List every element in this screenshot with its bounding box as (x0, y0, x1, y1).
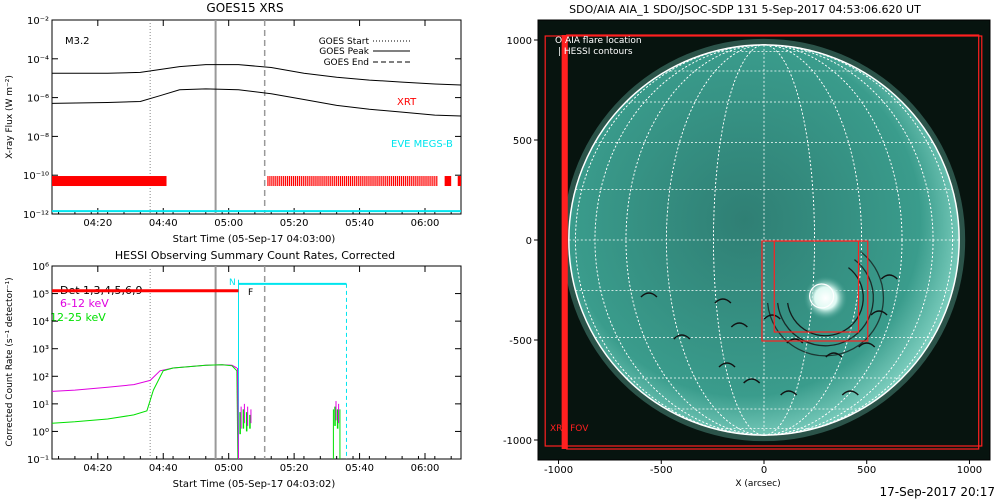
goes-eve-label: EVE MEGS-B (391, 139, 453, 150)
goes-series-long (52, 64, 462, 86)
goes-xrt-bar (52, 176, 167, 187)
hessi-legend-6-12: 6-12 keV (60, 297, 109, 310)
aia-xrt-fov-label: XRT FOV (550, 424, 589, 434)
hessi-panel-xtick-label: 05:00 (214, 463, 243, 474)
aia-solar-disk (568, 44, 960, 436)
aia-xtick-label: 0 (761, 465, 767, 476)
aia-hessi-contour (776, 259, 874, 347)
hessi-xlabel: Start Time (05-Sep-17 04:03:02) (173, 479, 336, 490)
goes-panel-xtick-label: 05:40 (345, 218, 374, 229)
goes-flare-class: M3.2 (65, 36, 90, 47)
aia-clipped-group (562, 38, 966, 442)
aia-hessi-contour (786, 267, 864, 337)
aia-legend-hessi: | HESSI contours (558, 47, 633, 57)
aia-hessi-contour-fragment (640, 292, 658, 298)
hessi-panel-frame (51, 265, 462, 460)
goes-panel-ytick-label: 10⁻² (27, 16, 49, 27)
aia-fov-box (773, 240, 860, 333)
goes-panel-ytick-label: 10⁻¹⁰ (23, 171, 49, 182)
goes-panel-xtick-label: 05:20 (280, 218, 309, 229)
hessi-series-12-25-keV (51, 364, 238, 424)
goes-panel-xtick-label: 05:00 (214, 218, 243, 229)
goes-panel-xtick-label: 04:20 (83, 218, 112, 229)
goes-legend-peak: GOES Peak (319, 47, 369, 57)
aia-hessi-contour-fragment (858, 342, 876, 348)
goes-xrt-label: XRT (397, 97, 417, 108)
aia-hessi-contour-fragment (714, 298, 732, 304)
aia-hessi-contour-fragment (780, 390, 798, 396)
aia-fov-box (544, 35, 983, 447)
aia-xtick-label: -1000 (544, 465, 573, 476)
hessi-panel-xtick-label: 05:20 (280, 463, 309, 474)
hessi-panel-ytick-label: 10⁵ (32, 290, 49, 301)
hessi-6-12-drop (237, 368, 240, 460)
hessi-panel-xtick-label: 06:00 (411, 463, 440, 474)
goes-panel-ytick-label: 10⁻⁶ (27, 94, 49, 105)
footer-timestamp: 17-Sep-2017 20:17 (880, 485, 995, 499)
hessi-legend-12-25: 12-25 keV (50, 311, 106, 324)
goes-xrt-bar (457, 176, 461, 187)
aia-hessi-contour-fragment (718, 362, 736, 368)
aia-ytick-label: 500 (513, 136, 532, 147)
hessi-panel-ytick-label: 10⁴ (32, 317, 49, 328)
aia-legend-flare: O AIA flare location (555, 36, 642, 46)
aia-ytick-label: -1000 (503, 436, 532, 447)
aia-hessi-contour-fragment (841, 390, 859, 396)
aia-xrt-fov-edge (561, 35, 568, 449)
aia-xtick-label: 500 (857, 465, 876, 476)
hessi-panel-ytick-label: 10⁶ (32, 262, 49, 273)
hessi-panel-ytick-label: 10⁻¹ (27, 455, 49, 466)
hessi-title: HESSI Observing Summary Count Rates, Cor… (115, 249, 395, 262)
goes-panel-ytick-label: 10⁻¹² (23, 210, 49, 221)
hessi-12-25-drop (236, 370, 239, 460)
hessi-panel-xtick-label: 04:20 (83, 463, 112, 474)
hessi-panel-ytick-label: 10⁰ (32, 427, 49, 438)
aia-image-plot: SDO/AIA AIA_1 SDO/JSOC-SDP 131 5-Sep-201… (503, 3, 995, 499)
aia-hessi-contour-fragment (880, 274, 898, 280)
goes-panel-xtick-label: 06:00 (411, 218, 440, 229)
aia-xlabel: X (arcsec) (735, 479, 780, 489)
goes-panel-ytick-label: 10⁻⁸ (27, 132, 49, 143)
aia-ytick-label: 0 (526, 236, 532, 247)
aia-hessi-contour-fragment (825, 352, 843, 358)
aia-hessi-contour (766, 251, 884, 357)
aia-ytick-label: -500 (509, 336, 532, 347)
aia-limb (568, 44, 960, 436)
aia-hessi-contour-fragment (870, 310, 888, 316)
aia-flare-location-marker (809, 283, 835, 309)
hessi-panel-xtick-label: 05:40 (345, 463, 374, 474)
hessi-marker-n: N (229, 278, 236, 288)
hessi-count-rate-chart: HESSI Observing Summary Count Rates, Cor… (5, 249, 462, 490)
goes-xlabel: Start Time (05-Sep-17 04:03:00) (173, 234, 336, 245)
hessi-panel-xtick-label: 04:40 (149, 463, 178, 474)
hessi-ylabel: Corrected Count Rate (s⁻¹ detector⁻¹) (5, 277, 15, 446)
goes-series-short (51, 88, 462, 117)
aia-xtick-label: 1000 (957, 465, 982, 476)
aia-hessi-contour-fragment (763, 314, 781, 320)
goes-xrt-bar (444, 176, 452, 187)
aia-hessi-contour-fragment (743, 378, 761, 384)
hessi-panel-ytick-label: 10³ (32, 345, 49, 356)
aia-xtick-label: -500 (650, 465, 673, 476)
goes-panel-ytick-label: 10⁻⁴ (27, 55, 49, 66)
goes-title: GOES15 XRS (206, 1, 283, 15)
aia-hessi-contour-fragment (730, 322, 748, 328)
goes-legend-start: GOES Start (319, 37, 370, 47)
aia-hessi-contour-fragment (673, 334, 691, 340)
aia-ytick-label: 1000 (507, 36, 532, 47)
goes-legend: GOES Start GOES Peak GOES End (319, 37, 410, 68)
goes-panel-xtick-label: 04:40 (149, 218, 178, 229)
hessi-marker-f: F (248, 288, 253, 298)
hessi-panel-ytick-label: 10¹ (32, 400, 49, 411)
goes-legend-end: GOES End (324, 58, 369, 68)
hessi-legend: Det 1,3,4,5,6,9 6-12 keV 12-25 keV (50, 284, 143, 324)
goes-panel-frame (51, 19, 462, 215)
goes-xrs-chart: GOES15 XRS M3.2 X-ray Flux (W m⁻²) Start… (5, 1, 462, 245)
aia-title: SDO/AIA AIA_1 SDO/JSOC-SDP 131 5-Sep-201… (569, 3, 921, 16)
hessi-panel-ytick-label: 10² (32, 372, 49, 383)
goes-ylabel: X-ray Flux (W m⁻²) (5, 75, 15, 159)
aia-hessi-contour-fragment (786, 338, 804, 344)
aia-flare-region (803, 276, 848, 320)
